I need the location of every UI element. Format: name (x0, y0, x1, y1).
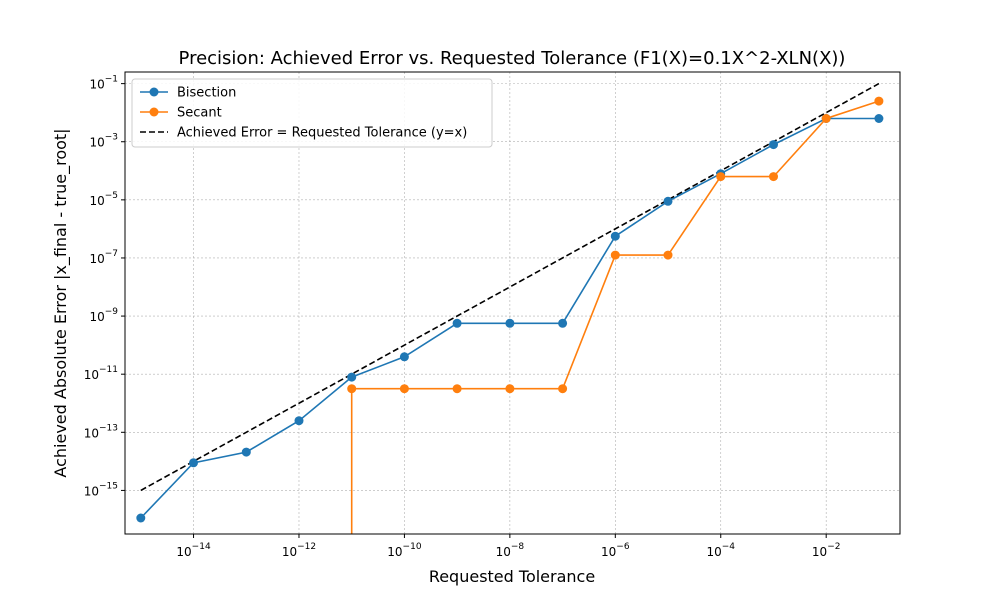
series-point-1 (716, 172, 726, 182)
series-point-1 (874, 96, 884, 106)
legend-label: Bisection (177, 86, 236, 101)
x-tick-label: 10−6 (601, 542, 630, 559)
legend-marker (149, 107, 159, 117)
legend-marker (149, 87, 159, 97)
series-point-0 (189, 458, 198, 468)
series-point-1 (558, 384, 568, 394)
x-tick-label: 10−2 (812, 542, 841, 559)
x-tick-label: 10−4 (706, 542, 735, 559)
series-point-0 (347, 372, 357, 382)
y-tick-label: 10−9 (89, 307, 118, 324)
x-tick-label: 10−10 (387, 542, 422, 559)
series-point-1 (821, 114, 831, 123)
series-point-1 (347, 384, 357, 394)
y-tick-label: 10−13 (84, 423, 118, 440)
series-point-1 (769, 172, 778, 182)
legend-box (131, 78, 493, 148)
series-point-1 (399, 384, 409, 394)
series-point-0 (399, 352, 409, 362)
series-line-1 (350, 100, 880, 534)
series-point-0 (874, 114, 884, 123)
x-tick-label: 10−12 (282, 542, 316, 559)
series-point-1 (663, 250, 673, 260)
series-point-0 (769, 140, 778, 150)
series-line-2 (140, 82, 880, 492)
y-tick-label: 10−11 (84, 365, 118, 382)
series-point-1 (610, 250, 620, 260)
series-point-0 (294, 416, 304, 426)
x-tick-label: 10−14 (176, 542, 211, 559)
y-axis-label: Achieved Absolute Error |x_final - true_… (51, 128, 71, 477)
series-point-0 (610, 231, 620, 241)
x-axis-label: Requested Tolerance (429, 567, 595, 586)
plot-frame (124, 71, 901, 535)
y-tick-label: 10−15 (84, 481, 118, 498)
series-point-1 (505, 384, 515, 394)
y-tick-label: 10−1 (89, 75, 118, 92)
series-point-0 (452, 318, 462, 328)
legend-label: Achieved Error = Requested Tolerance (y=… (177, 126, 467, 141)
y-tick-label: 10−3 (89, 133, 118, 150)
x-tick-label: 10−8 (496, 542, 525, 559)
y-tick-label: 10−5 (89, 191, 118, 208)
series-point-0 (136, 513, 146, 523)
series-point-0 (558, 318, 568, 328)
series-point-0 (505, 318, 515, 328)
y-tick-label: 10−7 (89, 249, 118, 266)
legend: Bisection Secant Achieved Error = Requeste… (131, 78, 493, 148)
legend-label: Secant (177, 106, 222, 121)
series-point-0 (241, 447, 251, 457)
series-point-0 (663, 196, 673, 206)
series-point-1 (452, 384, 462, 394)
chart-title: Precision: Achieved Error vs. Requested … (179, 48, 846, 69)
